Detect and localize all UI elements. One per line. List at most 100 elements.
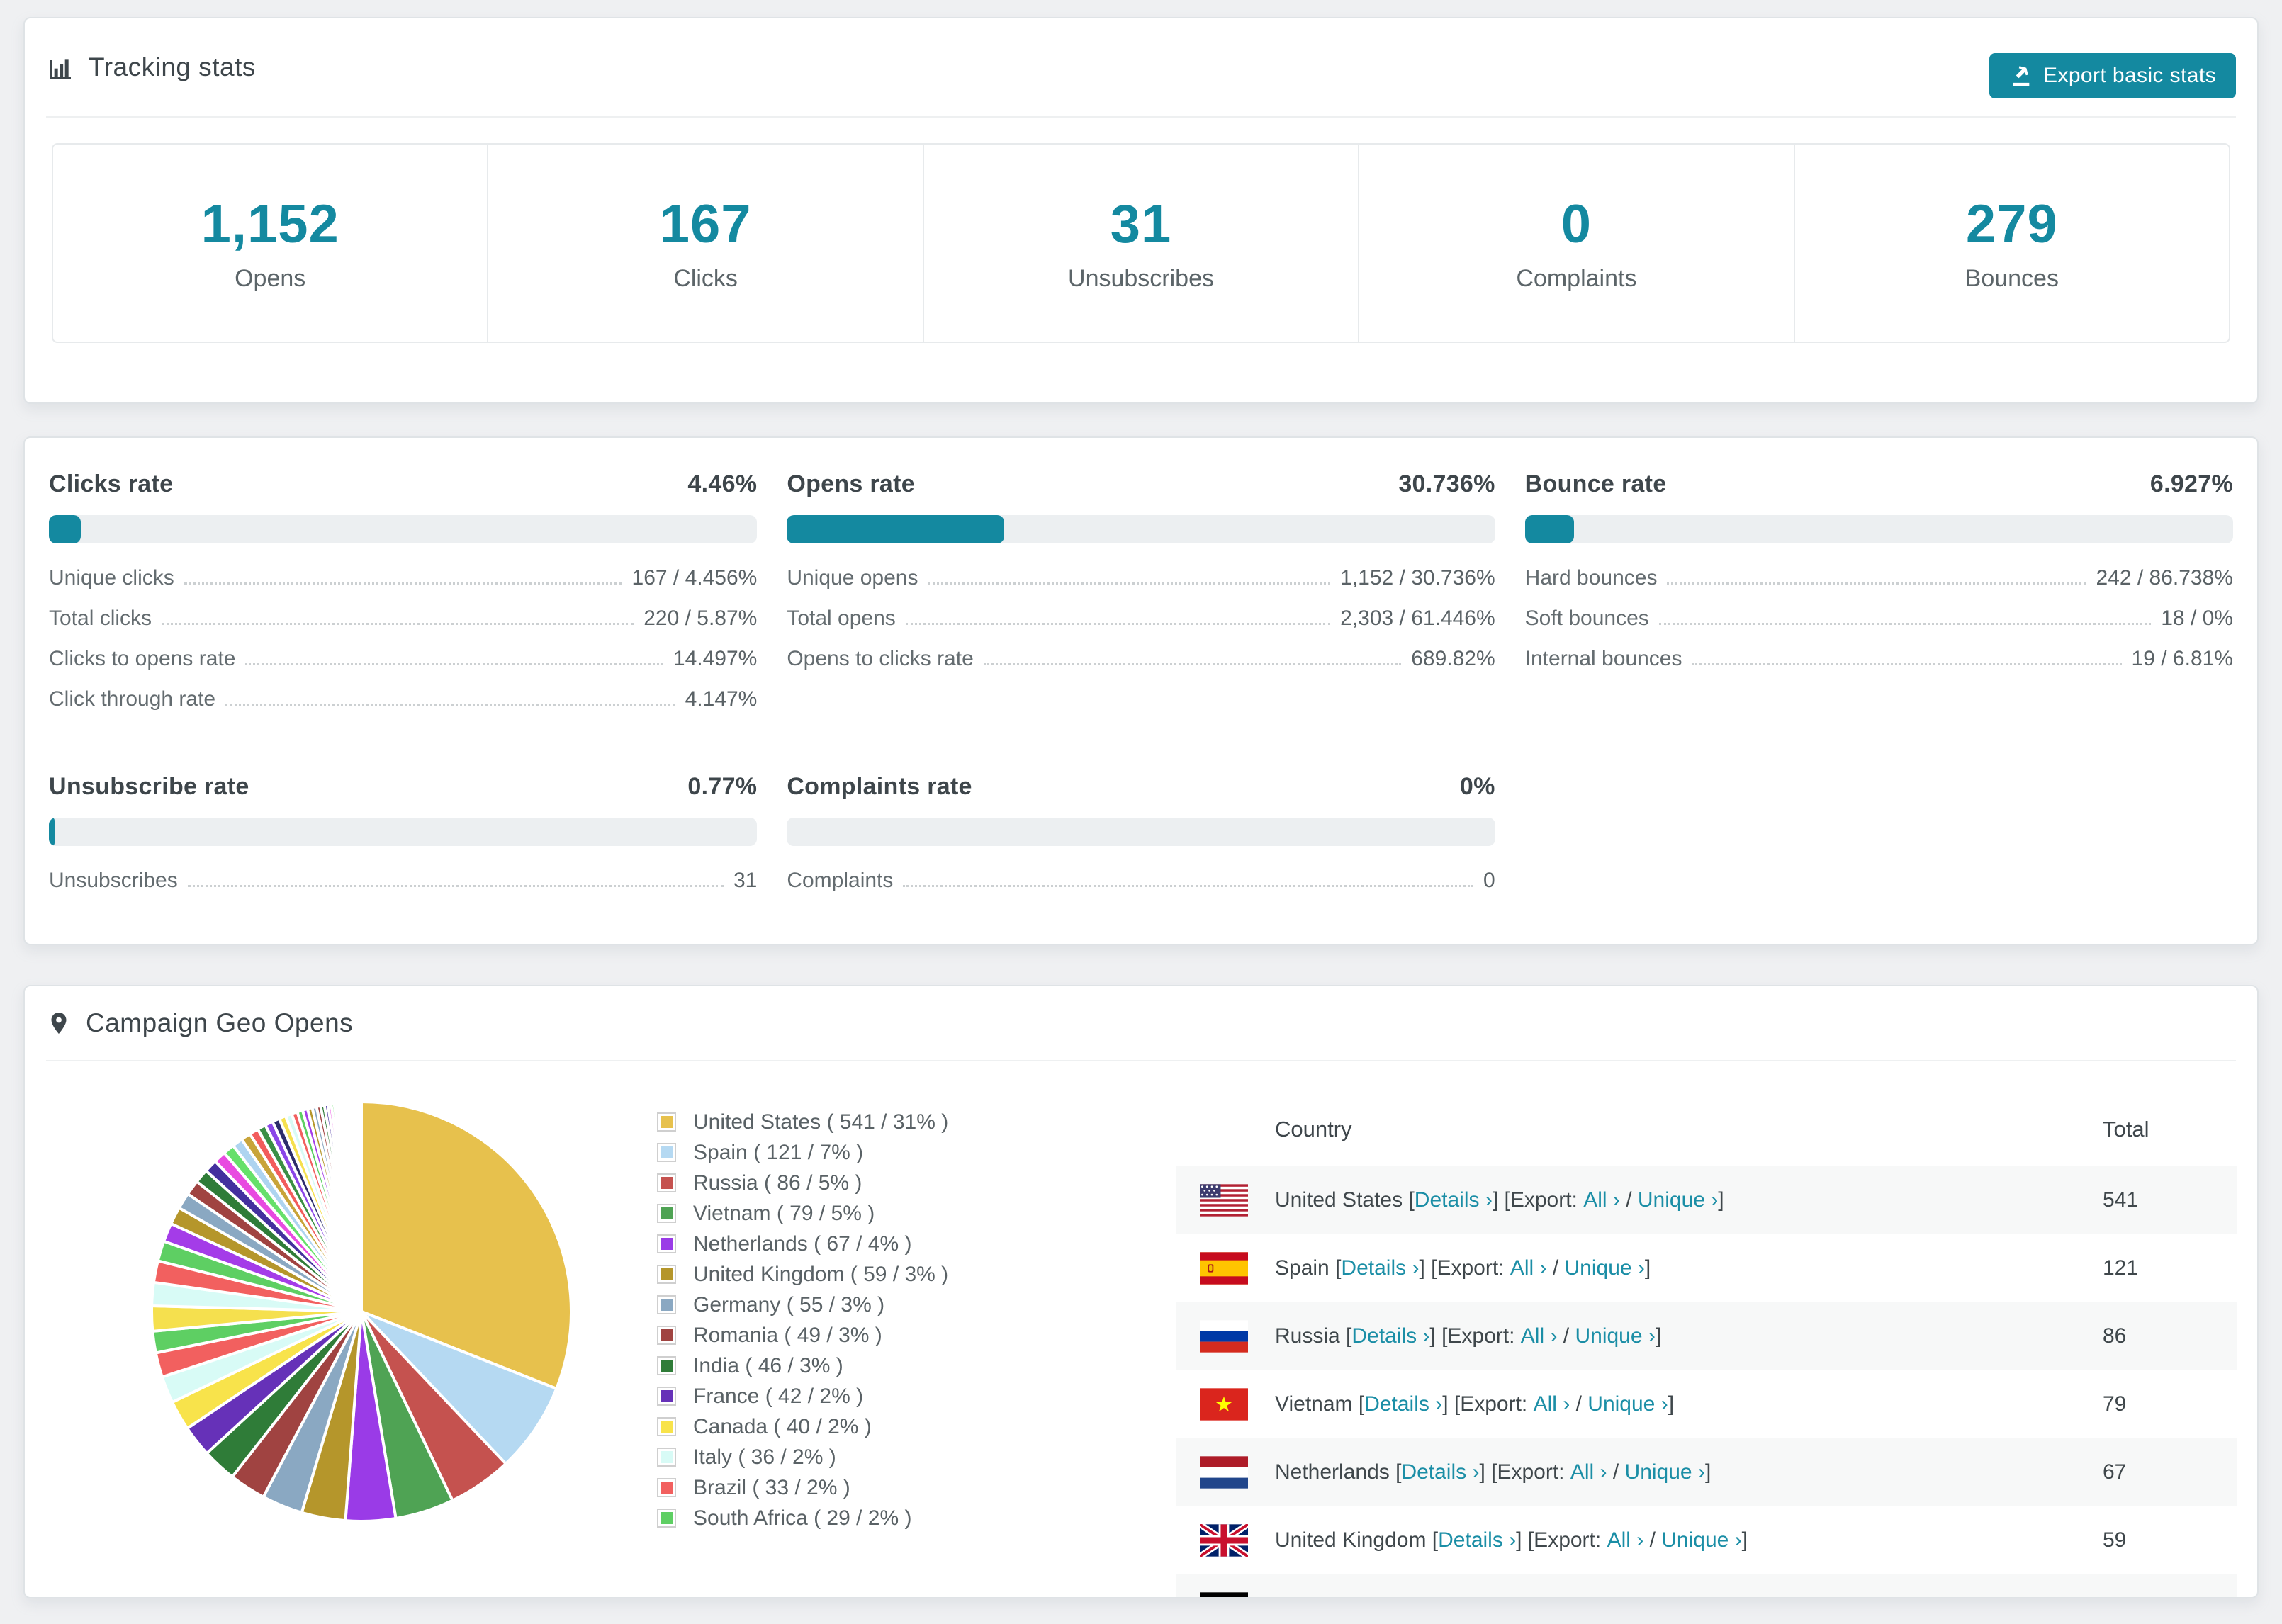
legend-swatch xyxy=(657,1448,676,1467)
details-link-netherlands[interactable]: Details › xyxy=(1401,1460,1480,1484)
details-link-germany[interactable]: Details › xyxy=(1374,1596,1452,1597)
slash-separator: / xyxy=(1557,1324,1575,1348)
legend-swatch xyxy=(657,1143,676,1162)
bounce-rate-block: Bounce rate 6.927% Hard bounces 242 / 86.… xyxy=(1524,470,2233,728)
export-unique-link-united-states[interactable]: Unique › xyxy=(1637,1188,1719,1212)
stat-row-value: 167 / 4.456% xyxy=(631,566,758,590)
bounce-rate-title: Bounce rate xyxy=(1524,470,1667,497)
map-pin-icon xyxy=(46,1009,72,1037)
export-basic-stats-button[interactable]: Export basic stats xyxy=(1989,53,2236,98)
export-label: [Export: xyxy=(1431,1256,1510,1280)
table-row-united-kingdom: United Kingdom [Details ›] [Export: All … xyxy=(1176,1506,2237,1574)
slash-separator: / xyxy=(1580,1596,1597,1597)
details-link-russia[interactable]: Details › xyxy=(1351,1324,1430,1348)
table-row-spain: Spain [Details ›] [Export: All › / Uniqu… xyxy=(1176,1234,2237,1302)
stat-row-unique-clicks: Unique clicks 167 / 4.456% xyxy=(49,566,757,607)
unsubscribe-rate-block: Unsubscribe rate 0.77% Unsubscribes 31 xyxy=(49,773,758,909)
country-name: United States xyxy=(1275,1188,1403,1212)
export-unique-link-russia[interactable]: Unique › xyxy=(1575,1324,1656,1348)
export-unique-link-vietnam[interactable]: Unique › xyxy=(1587,1392,1668,1416)
legend-label: Canada ( 40 / 2% ) xyxy=(693,1414,872,1438)
bracket: ] xyxy=(1492,1188,1505,1212)
details-link-united-kingdom[interactable]: Details › xyxy=(1438,1528,1517,1552)
legend-swatch xyxy=(657,1326,676,1345)
details-link-united-states[interactable]: Details › xyxy=(1414,1188,1493,1212)
bracket: [ xyxy=(1389,1460,1402,1484)
export-unique-link-spain[interactable]: Unique › xyxy=(1564,1256,1645,1280)
stat-row-label: Total clicks xyxy=(49,607,152,630)
export-all-link-united-kingdom[interactable]: All › xyxy=(1607,1528,1644,1552)
pie-slice-united-states xyxy=(360,1100,573,1390)
legend-label: South Africa ( 29 / 2% ) xyxy=(693,1506,912,1530)
country-cell: Netherlands [Details ›] [Export: All › /… xyxy=(1176,1456,2103,1489)
legend-swatch xyxy=(657,1417,676,1436)
opens-rate-bar xyxy=(787,515,1495,543)
stat-row-total-clicks: Total clicks 220 / 5.87% xyxy=(49,607,757,647)
flag-russia xyxy=(1200,1320,1248,1353)
bracket: ] xyxy=(1644,1256,1651,1280)
stat-row-label: Hard bounces xyxy=(1524,566,1658,590)
bounce-rate-value: 6.927% xyxy=(2149,470,2233,497)
legend-swatch xyxy=(657,1173,676,1192)
export-all-link-germany[interactable]: All › xyxy=(1543,1596,1580,1597)
legend-label: United Kingdom ( 59 / 3% ) xyxy=(693,1262,949,1286)
legend-item-south-africa: South Africa ( 29 / 2% ) xyxy=(657,1503,948,1533)
bracket: ] xyxy=(1718,1188,1724,1212)
legend-swatch xyxy=(657,1234,676,1253)
stat-label: Unsubscribes xyxy=(1068,265,1214,292)
stat-row-label: Click through rate xyxy=(49,687,216,711)
export-label: [Export: xyxy=(1527,1528,1607,1552)
stat-row-value: 14.497% xyxy=(673,647,758,670)
summary-stat-complaints: 0 Complaints xyxy=(1359,145,1795,342)
bracket: ] xyxy=(1668,1392,1675,1416)
country-name: Vietnam xyxy=(1275,1392,1353,1416)
export-unique-link-netherlands[interactable]: Unique › xyxy=(1624,1460,1705,1484)
summary-stat-unsubscribes: 31 Unsubscribes xyxy=(924,145,1360,342)
bounce-rate-bar xyxy=(1524,515,2233,543)
export-all-link-netherlands[interactable]: All › xyxy=(1570,1460,1607,1484)
rates-card: Clicks rate 4.46% Unique clicks 167 / 4.4… xyxy=(23,436,2259,945)
clicks-rate-value: 4.46% xyxy=(687,470,758,497)
legend-label: Brazil ( 33 / 2% ) xyxy=(693,1475,850,1499)
details-link-vietnam[interactable]: Details › xyxy=(1364,1392,1443,1416)
legend-item-united-states: United States ( 541 / 31% ) xyxy=(657,1107,948,1137)
stat-value: 31 xyxy=(1110,194,1172,254)
country-name: Netherlands xyxy=(1275,1460,1390,1484)
complaints-rate-bar xyxy=(787,818,1495,846)
export-unique-link-united-kingdom[interactable]: Unique › xyxy=(1661,1528,1742,1552)
export-all-link-spain[interactable]: All › xyxy=(1510,1256,1547,1280)
dotted-leader xyxy=(187,885,724,887)
legend-swatch xyxy=(657,1265,676,1284)
geo-pie-chart xyxy=(150,1100,573,1523)
stat-row-label: Opens to clicks rate xyxy=(787,647,974,670)
bracket: ] xyxy=(1479,1460,1492,1484)
export-unique-link-germany[interactable]: Unique › xyxy=(1597,1596,1677,1597)
rates-grid: Clicks rate 4.46% Unique clicks 167 / 4.4… xyxy=(49,470,2233,909)
country-cell: Germany [Details ›] [Export: All › / Uni… xyxy=(1176,1592,2103,1597)
stat-value: 0 xyxy=(1561,194,1592,254)
complaints-rate-title: Complaints rate xyxy=(787,773,972,800)
stat-row-label: Unsubscribes xyxy=(49,869,178,892)
country-cell: Spain [Details ›] [Export: All › / Uniqu… xyxy=(1176,1252,2103,1285)
dotted-leader xyxy=(245,663,663,665)
export-all-link-russia[interactable]: All › xyxy=(1520,1324,1558,1348)
bracket: [ xyxy=(1329,1256,1342,1280)
clicks-rate-bar xyxy=(49,515,758,543)
table-row-vietnam: Vietnam [Details ›] [Export: All › / Uni… xyxy=(1176,1370,2237,1438)
stat-row-complaints: Complaints 0 xyxy=(787,869,1495,909)
bracket: [ xyxy=(1403,1188,1415,1212)
export-all-link-vietnam[interactable]: All › xyxy=(1533,1392,1570,1416)
stat-row-label: Complaints xyxy=(787,869,894,892)
stat-row-label: Total opens xyxy=(787,607,896,630)
summary-stat-clicks: 167 Clicks xyxy=(488,145,924,342)
bracket: [ xyxy=(1426,1528,1439,1552)
legend-item-germany: Germany ( 55 / 3% ) xyxy=(657,1290,948,1320)
flag-netherlands xyxy=(1200,1456,1248,1489)
country-cell: Russia [Details ›] [Export: All › / Uniq… xyxy=(1176,1320,2103,1353)
legend-item-netherlands: Netherlands ( 67 / 4% ) xyxy=(657,1229,948,1259)
details-link-spain[interactable]: Details › xyxy=(1341,1256,1420,1280)
summary-stat-bounces: 279 Bounces xyxy=(1795,145,2229,342)
stat-row-value: 242 / 86.738% xyxy=(2096,566,2233,590)
export-all-link-united-states[interactable]: All › xyxy=(1583,1188,1620,1212)
stat-row-label: Clicks to opens rate xyxy=(49,647,236,670)
